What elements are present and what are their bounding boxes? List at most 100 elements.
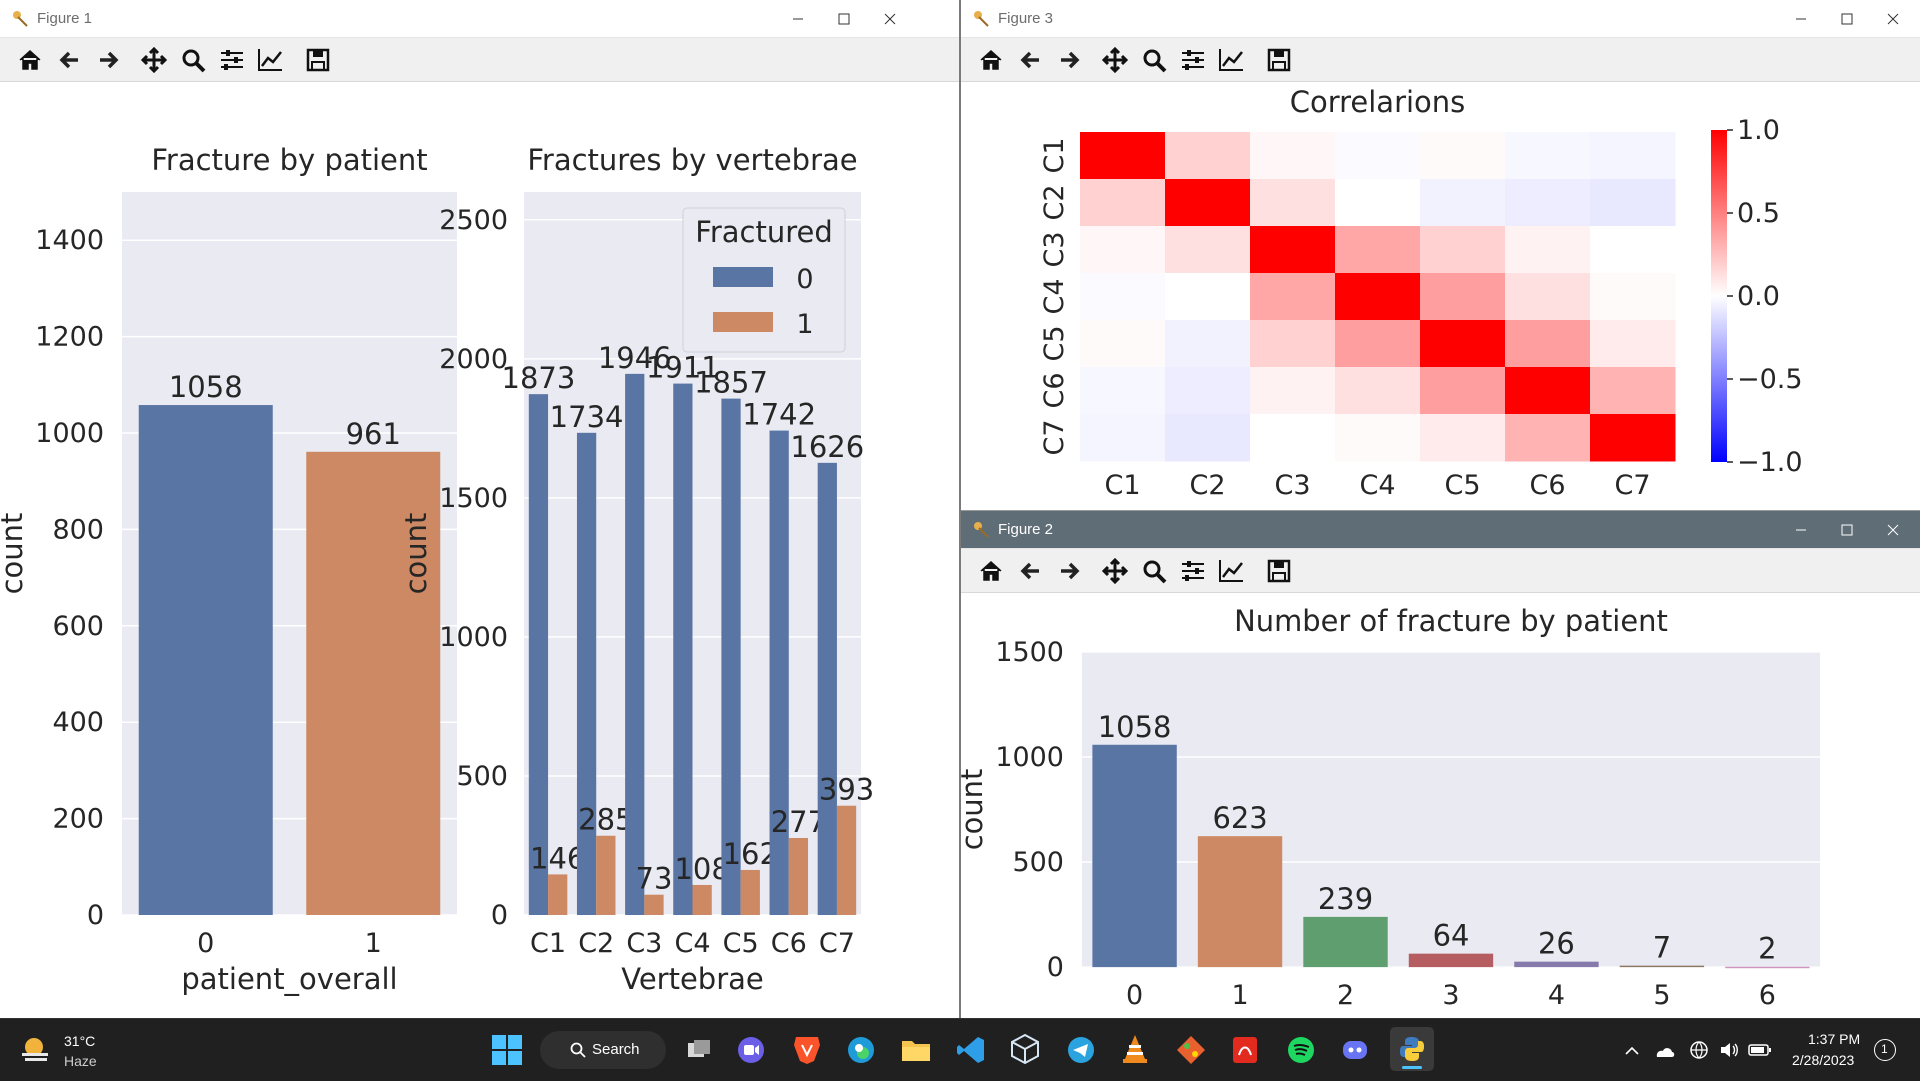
configure-icon[interactable] [218,47,246,73]
bar [625,373,645,915]
window-title: Figure 2 [998,521,1054,538]
chart-title: Number of fracture by patient [1234,604,1668,638]
home-icon[interactable] [977,47,1005,73]
y-tick-label: 200 [52,804,104,835]
git-app-icon[interactable] [1176,1035,1206,1065]
show-hidden-icons[interactable] [1622,1041,1642,1061]
save-icon[interactable] [1265,47,1293,73]
data-label: 393 [819,773,874,807]
heatmap-cell [1590,179,1676,227]
maximize-icon[interactable] [1824,0,1870,38]
bar [1514,961,1599,968]
heatmap-cell [1590,273,1676,321]
minimize-icon[interactable] [1778,511,1824,549]
bar [788,837,809,915]
vlc-icon[interactable] [1120,1033,1150,1065]
x-tick-label: C3 [626,928,662,959]
configure-icon[interactable] [1179,558,1207,584]
matplotlib-icon [974,11,989,27]
zoom-icon[interactable] [1141,558,1169,584]
heatmap-cell [1420,367,1506,415]
figure1-chart: 0 200 400 600 800 1000 1200 1400 1058 0 961 1 Fractu… [0,143,874,996]
heatmap-cell [1250,179,1336,227]
figure2-titlebar[interactable]: Figure 2 [961,511,1920,549]
chart-title: Correlarions [1290,85,1466,119]
bar [836,805,857,915]
minimize-icon[interactable] [1778,0,1824,38]
clock-time[interactable]: 1:37 PM [1808,1031,1861,1047]
search-icon [570,1042,586,1058]
forward-icon[interactable] [94,47,122,73]
back-icon[interactable] [1017,47,1045,73]
legend-swatch [713,267,773,287]
pdf-reader-icon[interactable] [1230,1035,1260,1065]
edit-axis-icon[interactable] [1217,47,1245,73]
data-label: 1946 [598,341,672,375]
save-icon[interactable] [1265,558,1293,584]
figure3-titlebar[interactable]: Figure 3 [961,0,1920,38]
edit-axis-icon[interactable] [1217,558,1245,584]
close-icon[interactable] [1870,511,1916,549]
data-label: 108 [674,852,729,886]
bar [306,451,441,915]
back-icon[interactable] [56,47,84,73]
matplotlib-icon [13,11,28,27]
save-icon[interactable] [304,47,332,73]
language-icon[interactable] [1688,1039,1710,1061]
bar [1303,916,1388,968]
x-tick-label: 0 [1126,980,1143,1011]
figure1-canvas: 0 200 400 600 800 1000 1200 1400 1058 0 961 1 Fractu… [0,82,959,1018]
y-axis-label: count [961,769,989,851]
x-tick-label: C2 [578,928,614,959]
zoom-icon[interactable] [180,47,208,73]
zoom-app-icon[interactable] [736,1035,766,1065]
maximize-icon[interactable] [1824,511,1870,549]
virtualbox-icon[interactable] [1010,1033,1040,1065]
back-icon[interactable] [1017,558,1045,584]
forward-icon[interactable] [1055,558,1083,584]
vscode-icon[interactable] [956,1035,986,1065]
search-label: Search [592,1041,640,1058]
clock-date[interactable]: 2/28/2023 [1792,1052,1855,1068]
figure1-toolbar [0,38,959,82]
maximize-icon[interactable] [821,0,867,38]
edge-icon[interactable] [846,1035,876,1065]
brave-icon[interactable] [792,1033,822,1065]
close-icon[interactable] [1870,0,1916,38]
file-explorer-icon[interactable] [900,1035,932,1065]
legend-swatch [713,312,773,332]
close-icon[interactable] [867,0,913,38]
x-tick-label: C1 [1104,470,1140,501]
pan-icon[interactable] [1101,557,1129,585]
heatmap-cell [1080,132,1166,180]
weather-widget[interactable]: 31°C Haze [20,1029,130,1073]
spotify-icon[interactable] [1286,1035,1316,1065]
edit-axis-icon[interactable] [256,47,284,73]
telegram-icon[interactable] [1066,1035,1096,1065]
task-view-icon[interactable] [684,1035,714,1065]
x-tick-label: C4 [1359,470,1395,501]
minimize-icon[interactable] [775,0,821,38]
notification-badge[interactable]: 1 [1874,1039,1896,1061]
search-box[interactable]: Search [540,1031,666,1069]
volume-icon[interactable] [1718,1039,1740,1061]
battery-icon[interactable] [1748,1041,1772,1059]
x-tick-label: 3 [1442,980,1459,1011]
data-label: 277 [771,805,826,839]
start-button[interactable] [492,1035,522,1065]
home-icon[interactable] [16,47,44,73]
configure-icon[interactable] [1179,47,1207,73]
colorbar [1711,130,1727,462]
y-tick-label: 1500 [439,483,508,514]
python-icon[interactable] [1390,1027,1434,1071]
home-icon[interactable] [977,558,1005,584]
figure1-titlebar[interactable]: Figure 1 [0,0,959,38]
heatmap-cell [1590,414,1676,462]
pan-icon[interactable] [140,46,168,74]
pan-icon[interactable] [1101,46,1129,74]
onedrive-icon[interactable] [1652,1041,1676,1061]
zoom-icon[interactable] [1141,47,1169,73]
discord-icon[interactable] [1340,1035,1370,1065]
forward-icon[interactable] [1055,47,1083,73]
y-tick-label: C1 [1039,137,1070,173]
